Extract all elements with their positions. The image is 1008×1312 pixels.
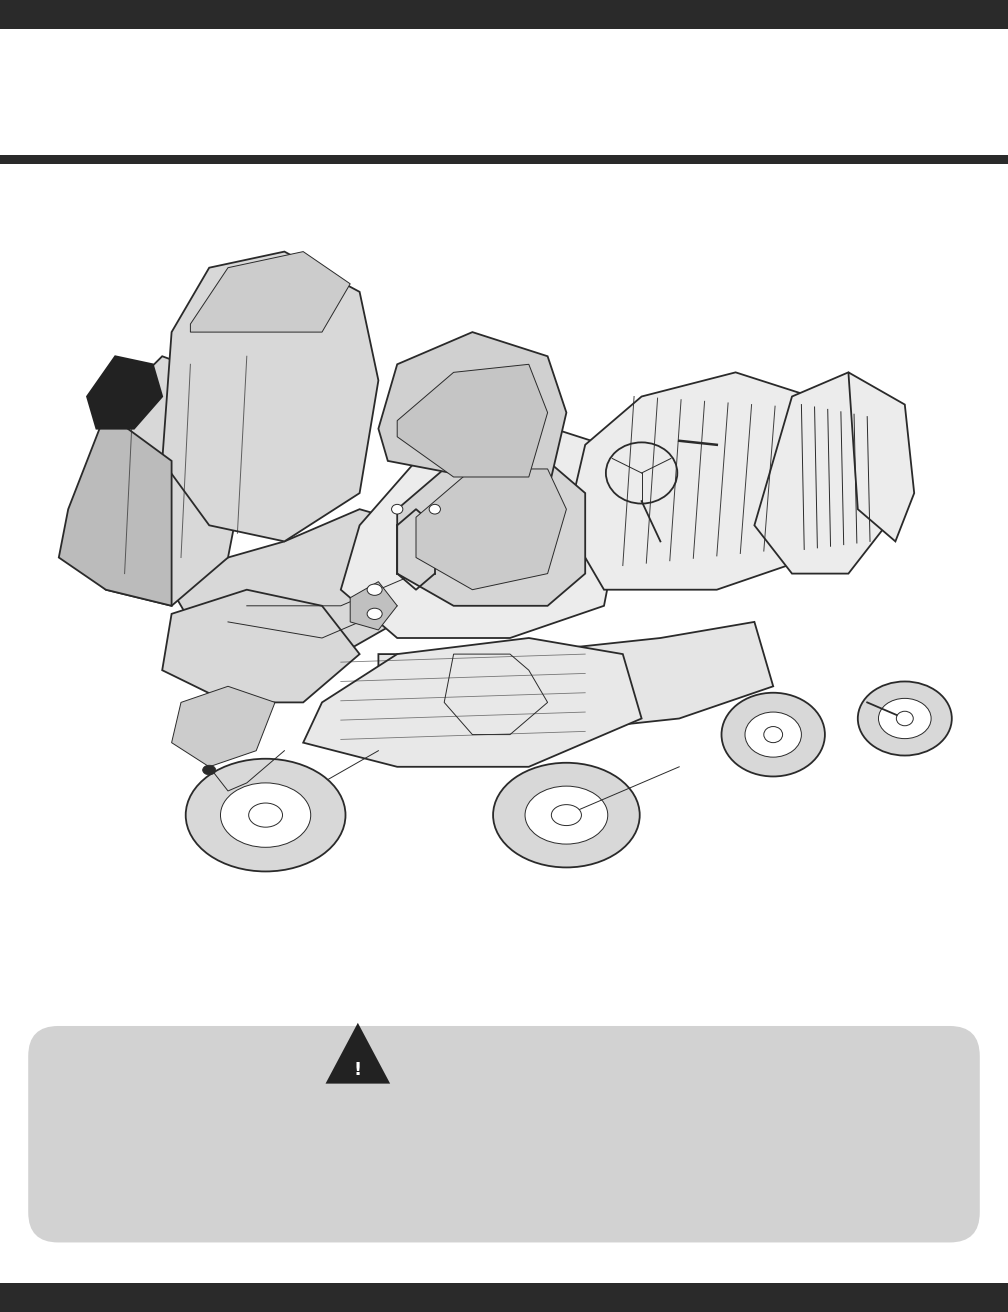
Polygon shape [303,638,642,766]
Ellipse shape [745,712,801,757]
Ellipse shape [249,803,282,827]
Polygon shape [378,622,773,735]
Ellipse shape [429,504,440,514]
Polygon shape [58,412,171,606]
Bar [0,0,1008,29]
Ellipse shape [858,681,952,756]
Bar [0,155,1008,164]
Polygon shape [566,373,830,589]
Ellipse shape [391,504,403,514]
Ellipse shape [185,758,346,871]
Ellipse shape [203,765,216,775]
Ellipse shape [764,727,782,743]
Ellipse shape [722,693,825,777]
Polygon shape [849,373,914,542]
Polygon shape [162,589,360,702]
Bar [0,1283,1008,1312]
Ellipse shape [493,762,640,867]
Ellipse shape [525,786,608,844]
Ellipse shape [367,609,382,619]
Ellipse shape [879,698,931,739]
Polygon shape [397,461,586,606]
Polygon shape [754,373,886,573]
Polygon shape [350,581,397,630]
Ellipse shape [896,711,913,726]
Ellipse shape [221,783,310,848]
Polygon shape [326,1023,390,1084]
Ellipse shape [551,804,582,825]
Polygon shape [87,357,162,429]
Polygon shape [416,468,566,589]
Polygon shape [397,365,547,478]
Ellipse shape [367,584,382,596]
Polygon shape [162,252,378,542]
FancyBboxPatch shape [28,1026,980,1242]
Polygon shape [69,357,247,606]
Polygon shape [341,421,623,638]
Text: !: ! [354,1060,362,1078]
Polygon shape [378,332,566,493]
Polygon shape [191,252,350,332]
Polygon shape [171,686,275,766]
Polygon shape [171,509,434,655]
